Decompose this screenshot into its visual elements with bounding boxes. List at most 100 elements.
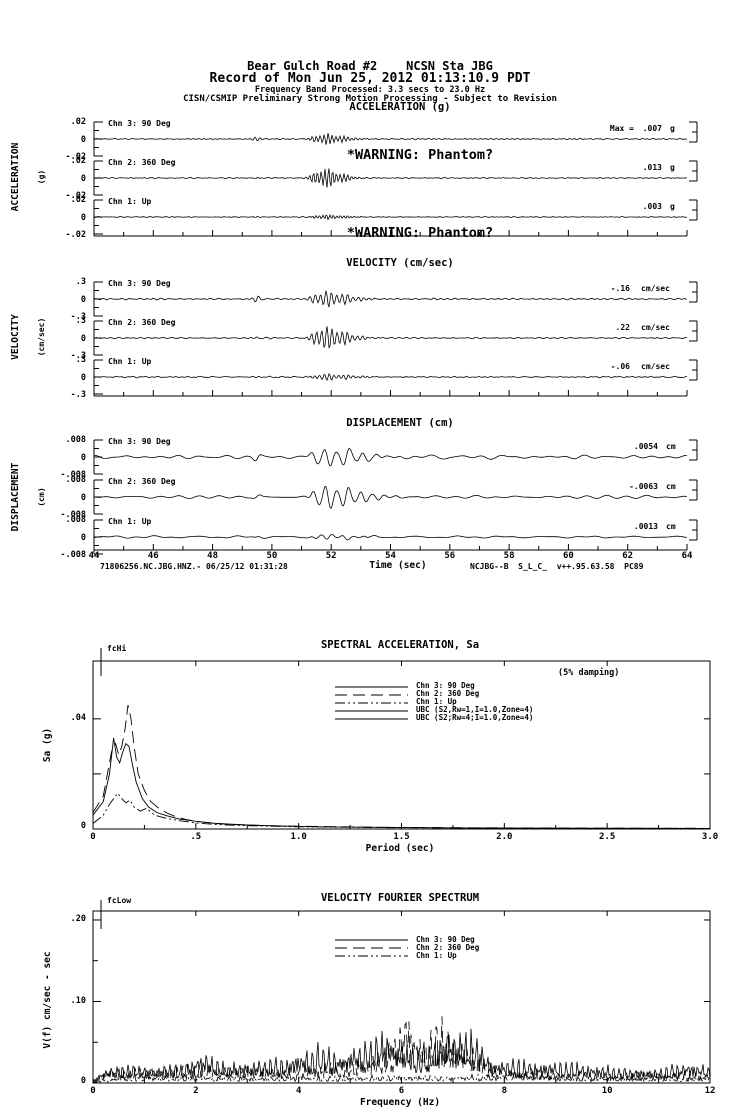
fourier-xtick-label: 0	[90, 1086, 96, 1096]
displacement-side-label: DISPLACEMENT	[10, 462, 22, 532]
velocity-title: VELOCITY (cm/sec)	[346, 257, 454, 269]
strip-ytick-label: -.02	[65, 152, 86, 162]
strip-ytick-label: .02	[70, 156, 86, 166]
time-tick-label: 58	[503, 551, 515, 561]
fourier-fclow-label: fcLow	[107, 896, 132, 905]
strip-ytick-label: -.008	[60, 510, 86, 520]
sa-legend-label: UBC (S2;Rw=4;I=1.0,Zone=4)	[416, 713, 534, 722]
fourier-ytick-label: .10	[70, 996, 86, 1006]
processing-note: CISN/CSMIP Preliminary Strong Motion Pro…	[183, 94, 557, 104]
strip-ytick-label: 0	[80, 532, 86, 543]
sa-xtick-label: 2.0	[496, 832, 513, 842]
time-tick-label: 64	[681, 551, 693, 561]
sa-xtick-label: 2.5	[599, 832, 616, 842]
sa-xtick-label: 3.0	[701, 832, 719, 842]
strip-max-value: .22	[615, 323, 630, 332]
sa-legend-label: Chn 2: 360 Deg	[416, 689, 480, 698]
time-tick-label: 62	[622, 551, 634, 561]
strip-ytick-label: 0	[80, 333, 86, 344]
strip-max-value: -.16	[610, 284, 630, 293]
strip-ytick-label: .3	[75, 277, 86, 287]
strip-ytick-label: -.02	[65, 191, 86, 201]
fourier-xtick-label: 8	[501, 1086, 508, 1096]
sa-xtick-label: .5	[190, 832, 202, 842]
sa-ylabel: Sa (g)	[42, 727, 54, 763]
strip-channel-label: Chn 1: Up	[108, 357, 152, 366]
strip-max-prefix: Max =	[609, 124, 634, 133]
strip-channel-label: Chn 3: 90 Deg	[108, 279, 171, 288]
strip-ytick-label: .008	[65, 475, 86, 485]
acceleration-title: ACCELERATION (g)	[349, 101, 451, 113]
time-axis-label: Time (sec)	[369, 560, 427, 571]
strip-channel-label: Chn 2: 360 Deg	[108, 158, 176, 167]
strip-ytick-label: -.3	[70, 390, 86, 400]
strip-max-unit: cm/sec	[641, 323, 670, 332]
strip-ytick-label: -.008	[60, 470, 86, 480]
strip-ytick-label: 0	[80, 212, 86, 223]
time-tick-label: 60	[562, 551, 574, 561]
sa-xtick-label: 1.0	[290, 832, 307, 842]
phantom-warning: *WARNING: Phantom?	[346, 225, 494, 241]
strip-max-unit: cm	[666, 482, 676, 491]
strip-ytick-label: -.3	[70, 351, 86, 361]
sa-legend-label: UBC (S2,Rw=1,I=1.0,Zone=4)	[416, 705, 534, 714]
strip-ytick-label: .3	[75, 316, 86, 326]
velocity-side-label: VELOCITY	[10, 314, 22, 360]
strip-ytick-label: -.3	[70, 312, 86, 322]
sa-damping-note: (5% damping)	[558, 668, 620, 678]
fourier-xtick-label: 6	[398, 1086, 405, 1096]
fourier-title: VELOCITY FOURIER SPECTRUM	[320, 892, 480, 904]
strip-channel-label: Chn 2: 360 Deg	[108, 477, 176, 486]
strip-max-value: .013	[642, 163, 662, 172]
acceleration-side-label: ACCELERATION	[10, 142, 22, 212]
displacement-side-unit: (cm)	[36, 487, 46, 507]
time-tick-label: 44	[88, 551, 100, 561]
strip-max-value: .007	[642, 124, 662, 133]
strip-ytick-label: 0	[80, 294, 86, 305]
strip-ytick-label: .3	[75, 355, 86, 365]
strip-ytick-label: .008	[65, 435, 86, 445]
sa-xtick-label: 0	[90, 832, 96, 842]
strip-max-value: -.0063	[629, 482, 658, 491]
strip-max-unit: cm	[666, 522, 676, 531]
time-tick-label: 50	[266, 551, 278, 561]
station-title: Bear Gulch Road #2 NCSN Sta JBG	[247, 59, 493, 73]
fourier-legend-label: Chn 3: 90 Deg	[416, 935, 475, 944]
fourier-legend-label: Chn 2: 360 Deg	[416, 943, 480, 952]
strip-ytick-label: 0	[80, 134, 86, 145]
fourier-ytick-label: 0	[80, 1076, 86, 1086]
footer-right: NCJBG--B S_L_C_ v++.95.63.58 PC89	[470, 562, 644, 571]
strip-channel-label: Chn 3: 90 Deg	[108, 119, 171, 128]
displacement-title: DISPLACEMENT (cm)	[346, 417, 454, 429]
time-tick-label: 52	[325, 551, 337, 561]
fourier-xtick-label: 2	[193, 1086, 199, 1096]
sa-xlabel: Period (sec)	[365, 843, 435, 854]
time-tick-label: 56	[444, 551, 456, 561]
fourier-xtick-label: 4	[295, 1086, 302, 1096]
strip-channel-label: Chn 2: 360 Deg	[108, 318, 176, 327]
sa-fchi-label: fcHi	[107, 644, 127, 653]
strip-max-unit: g	[670, 124, 675, 133]
strip-ytick-label: .02	[70, 195, 86, 205]
strip-max-unit: g	[670, 202, 675, 211]
strip-ytick-label: .02	[70, 117, 86, 127]
strip-ytick-label: -.02	[65, 230, 86, 240]
fourier-xtick-label: 10	[601, 1086, 613, 1096]
strip-ytick-label: 0	[80, 372, 86, 383]
fourier-ylabel: V(f) cm/sec - sec	[42, 951, 54, 1049]
strip-max-unit: g	[670, 163, 675, 172]
strip-max-value: .0054	[633, 442, 658, 451]
acceleration-side-unit: (g)	[36, 169, 46, 185]
strip-channel-label: Chn 1: Up	[108, 197, 152, 206]
strip-channel-label: Chn 1: Up	[108, 517, 152, 526]
velocity-side-unit: (cm/sec)	[36, 317, 46, 357]
strip-ytick-label: 0	[80, 173, 86, 184]
phantom-warning: *WARNING: Phantom?	[346, 147, 494, 163]
strip-ytick-label: 0	[80, 452, 86, 463]
strip-max-unit: cm/sec	[641, 284, 670, 293]
time-tick-label: 48	[207, 551, 219, 561]
strip-max-value: -.06	[610, 362, 630, 371]
fourier-xtick-label: 12	[704, 1086, 716, 1096]
fourier-ytick-label: .20	[70, 914, 86, 924]
